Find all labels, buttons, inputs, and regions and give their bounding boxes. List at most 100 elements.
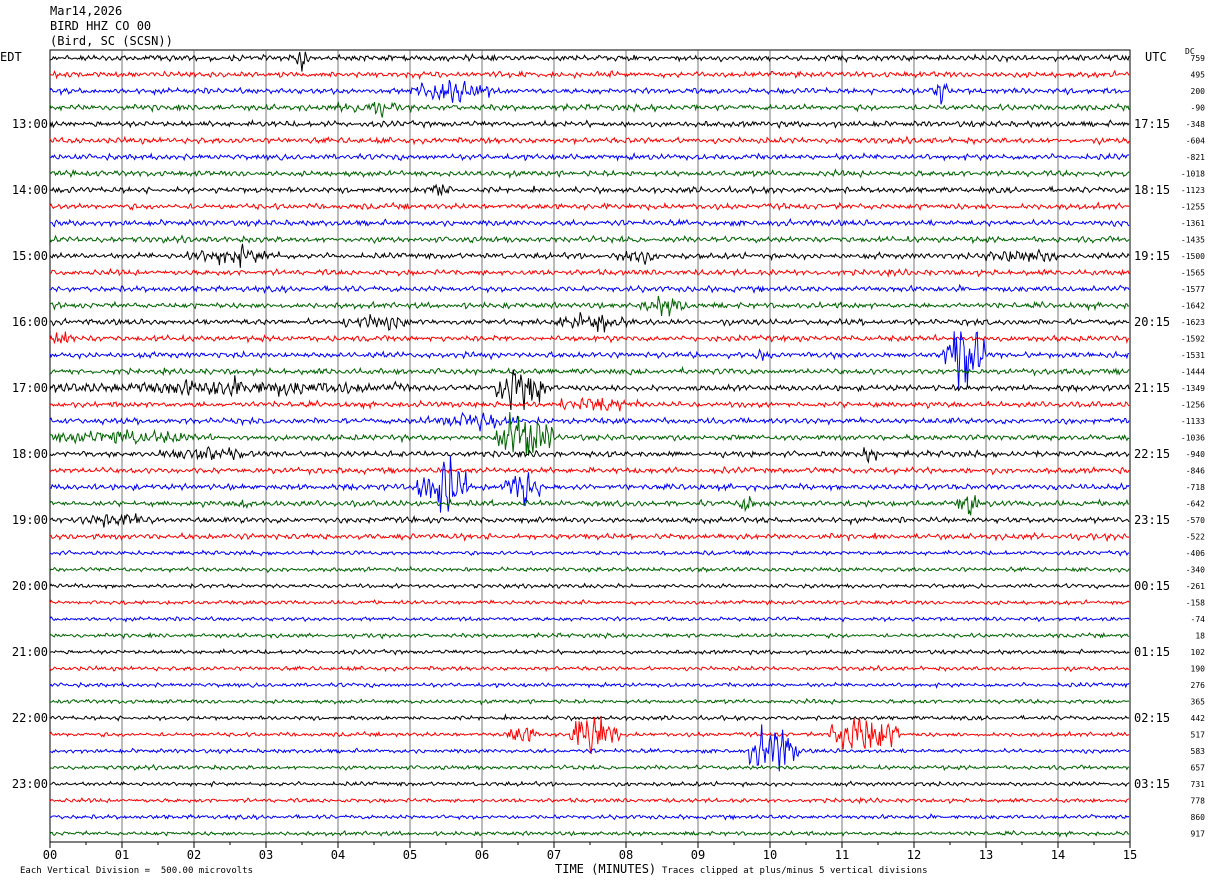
seismic-trace bbox=[49, 648, 1130, 656]
x-tick-label: 02 bbox=[187, 848, 201, 862]
plot-frame bbox=[49, 49, 1131, 843]
dc-offset-label: 731 bbox=[1191, 780, 1206, 789]
dc-offset-label: -406 bbox=[1186, 549, 1205, 558]
right-hour-label: 17:15 bbox=[1134, 117, 1170, 131]
x-tick-label: 05 bbox=[403, 848, 417, 862]
x-tick-label: 14 bbox=[1051, 848, 1065, 862]
dc-offset-label: 442 bbox=[1191, 714, 1206, 723]
seismic-trace bbox=[49, 69, 1130, 81]
seismic-trace bbox=[49, 396, 1130, 412]
seismic-trace bbox=[49, 495, 1130, 516]
seismic-trace bbox=[49, 713, 1130, 722]
seismic-trace bbox=[49, 201, 1130, 212]
seismic-trace bbox=[49, 615, 1130, 623]
station-location: (Bird, SC (SCSN)) bbox=[50, 34, 173, 48]
dc-offset-label: -261 bbox=[1186, 582, 1205, 591]
seismic-trace bbox=[49, 243, 1130, 268]
dc-offset-label: 102 bbox=[1191, 648, 1206, 657]
seismic-trace bbox=[49, 152, 1130, 162]
left-hour-label: 17:00 bbox=[12, 381, 48, 395]
right-hour-label: 20:15 bbox=[1134, 315, 1170, 329]
dc-offset-label: 778 bbox=[1191, 797, 1206, 806]
seismic-trace bbox=[49, 79, 1130, 105]
timezone-left-label: EDT bbox=[0, 50, 22, 64]
seismic-trace bbox=[49, 549, 1130, 557]
dc-offset-label: -1349 bbox=[1181, 384, 1205, 393]
x-tick-label: 09 bbox=[691, 848, 705, 862]
left-hour-label: 14:00 bbox=[12, 183, 48, 197]
dc-offset-label: -821 bbox=[1186, 153, 1205, 162]
dc-offset-label: -1256 bbox=[1181, 401, 1205, 410]
seismic-trace bbox=[49, 331, 1130, 389]
x-tick-label: 13 bbox=[979, 848, 993, 862]
left-hour-label: 19:00 bbox=[12, 513, 48, 527]
x-tick-label: 08 bbox=[619, 848, 633, 862]
dc-offset-label: 365 bbox=[1191, 698, 1206, 707]
dc-offset-label: -1435 bbox=[1181, 236, 1205, 245]
seismic-trace bbox=[49, 813, 1130, 821]
dc-offset-label: -1123 bbox=[1181, 186, 1205, 195]
x-tick-label: 15 bbox=[1123, 848, 1137, 862]
right-hour-label: 19:15 bbox=[1134, 249, 1170, 263]
dc-offset-label: -718 bbox=[1186, 483, 1205, 492]
dc-offset-label: -74 bbox=[1191, 615, 1206, 624]
x-axis-title: TIME (MINUTES) bbox=[555, 862, 657, 876]
right-hour-label: 18:15 bbox=[1134, 183, 1170, 197]
seismic-trace bbox=[49, 631, 1130, 640]
dc-offset-label: -1133 bbox=[1181, 417, 1205, 426]
seismic-trace bbox=[49, 267, 1130, 278]
right-hour-label: 00:15 bbox=[1134, 579, 1170, 593]
right-hour-label: 21:15 bbox=[1134, 381, 1170, 395]
dc-offset-label: -1255 bbox=[1181, 203, 1205, 212]
dc-offset-label: -604 bbox=[1186, 137, 1205, 146]
seismic-trace bbox=[49, 829, 1130, 838]
x-tick-label: 07 bbox=[547, 848, 561, 862]
right-hour-label: 03:15 bbox=[1134, 777, 1170, 791]
dc-offset-label: -1444 bbox=[1181, 368, 1205, 377]
dc-offset-label: -1500 bbox=[1181, 252, 1205, 261]
plot-date: Mar14,2026 bbox=[50, 4, 123, 18]
x-tick-label: 01 bbox=[115, 848, 129, 862]
seismic-trace bbox=[49, 234, 1130, 245]
seismic-trace bbox=[49, 763, 1130, 772]
x-tick-label: 12 bbox=[907, 848, 921, 862]
seismic-trace bbox=[49, 411, 1130, 432]
dc-offset-label: -642 bbox=[1186, 500, 1205, 509]
right-hour-label: 22:15 bbox=[1134, 447, 1170, 461]
dc-offset-label: 495 bbox=[1191, 71, 1206, 80]
x-tick-label: 11 bbox=[835, 848, 849, 862]
left-hour-label: 22:00 bbox=[12, 711, 48, 725]
left-hour-label: 20:00 bbox=[12, 579, 48, 593]
seismic-trace bbox=[49, 365, 1130, 377]
seismic-trace bbox=[49, 513, 1130, 528]
dc-offset-label: 276 bbox=[1191, 681, 1206, 690]
scale-note: Each Vertical Division = 500.00 microvol… bbox=[20, 866, 253, 876]
dc-offset-label: 18 bbox=[1195, 632, 1205, 641]
dc-offset-label: 190 bbox=[1191, 665, 1206, 674]
seismic-trace bbox=[49, 724, 1130, 772]
seismic-trace bbox=[49, 446, 1130, 464]
dc-offset-label: -846 bbox=[1186, 467, 1205, 476]
seismic-trace bbox=[49, 531, 1130, 543]
dc-offset-label: 200 bbox=[1191, 87, 1206, 96]
x-tick-label: 06 bbox=[475, 848, 489, 862]
seismic-trace bbox=[49, 295, 1130, 317]
seismic-trace bbox=[49, 664, 1130, 673]
dc-offset-label: -1592 bbox=[1181, 335, 1205, 344]
dc-offset-label: 759 bbox=[1191, 54, 1206, 63]
seismic-trace bbox=[49, 455, 1130, 513]
dc-offset-label: -1565 bbox=[1181, 269, 1205, 278]
seismic-trace bbox=[49, 465, 1130, 476]
dc-offset-label: -570 bbox=[1186, 516, 1205, 525]
dc-offset-label: 517 bbox=[1191, 731, 1206, 740]
dc-offset-label: 917 bbox=[1191, 830, 1206, 839]
dc-offset-header: DC bbox=[1185, 47, 1195, 56]
dc-offset-label: -522 bbox=[1186, 533, 1205, 542]
seismic-trace bbox=[49, 780, 1130, 788]
clip-note: Traces clipped at plus/minus 5 vertical … bbox=[662, 866, 928, 876]
dc-offset-label: 860 bbox=[1191, 813, 1206, 822]
right-hour-label: 02:15 bbox=[1134, 711, 1170, 725]
dc-offset-label: -940 bbox=[1186, 450, 1205, 459]
dc-offset-label: -1623 bbox=[1181, 318, 1205, 327]
